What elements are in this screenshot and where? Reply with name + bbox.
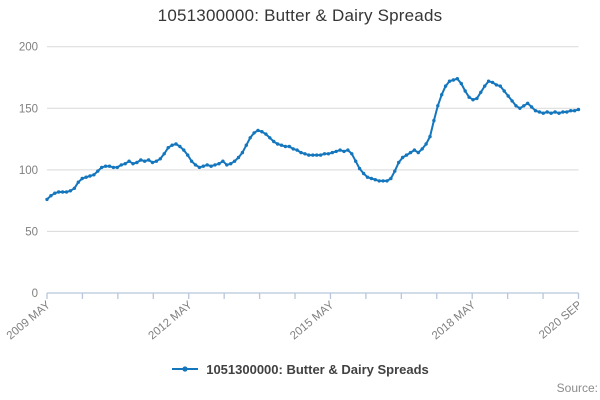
x-axis-label: 2009 MAY [5,299,53,342]
chart-line [46,77,580,201]
legend-label: 1051300000: Butter & Dairy Spreads [206,361,429,377]
svg-text:0: 0 [32,288,38,300]
x-axis: 2009 MAY 2012 MAY 2015 MAY 2018 MAY 2020 SEP [5,292,585,342]
svg-text:100: 100 [19,165,38,177]
gridlines [47,46,579,232]
svg-text:150: 150 [19,103,38,115]
source-label: Source: [556,381,598,395]
x-axis-label: 2020 SEP [537,299,585,342]
legend-line-marker-icon [172,366,199,372]
x-axis-label: 2012 MAY [146,299,194,342]
chart-line-markers [45,77,581,202]
y-axis-labels: 0 50 100 150 200 [19,42,38,300]
chart-title: 1051300000: Butter & Dairy Spreads [157,6,443,25]
x-axis-label: 2015 MAY [288,299,336,342]
x-axis-label: 2018 MAY [430,299,478,342]
svg-text:200: 200 [19,42,38,54]
svg-text:50: 50 [25,226,38,238]
chart-canvas: 0 50 100 150 200 2009 MAY 2012 MAY 2015 MAY 2018… [5,42,585,343]
chart-legend: 1051300000: Butter & Dairy Spreads [0,359,600,379]
